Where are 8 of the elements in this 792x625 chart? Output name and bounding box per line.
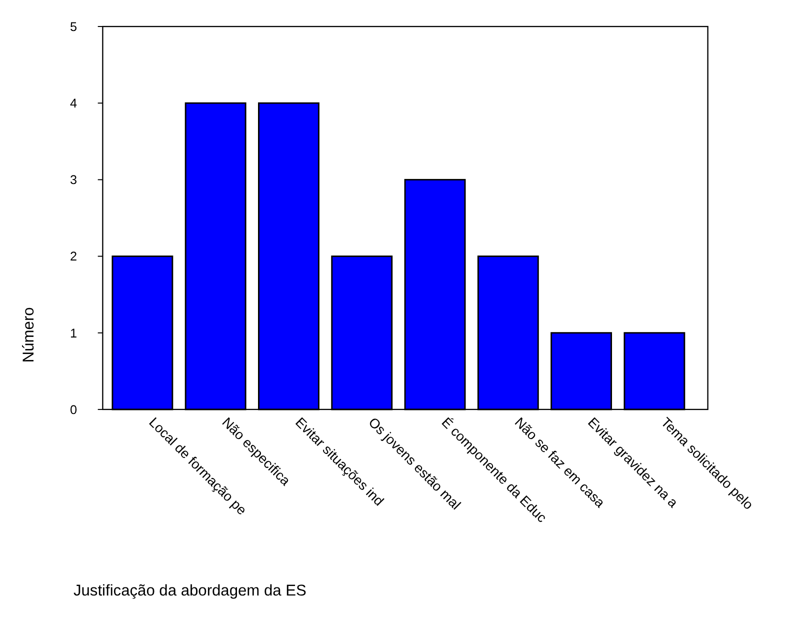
y-tick-label: 1 [70,326,77,340]
y-axis-title: Número [20,306,38,363]
y-tick-label: 3 [70,173,77,188]
y-tick-label: 5 [70,20,77,34]
x-axis-title: Justificação da abordagem da ES [73,582,306,600]
y-tick-label: 4 [70,96,77,111]
y-tick-label: 2 [70,250,77,264]
y-tick-label: 0 [70,402,77,417]
